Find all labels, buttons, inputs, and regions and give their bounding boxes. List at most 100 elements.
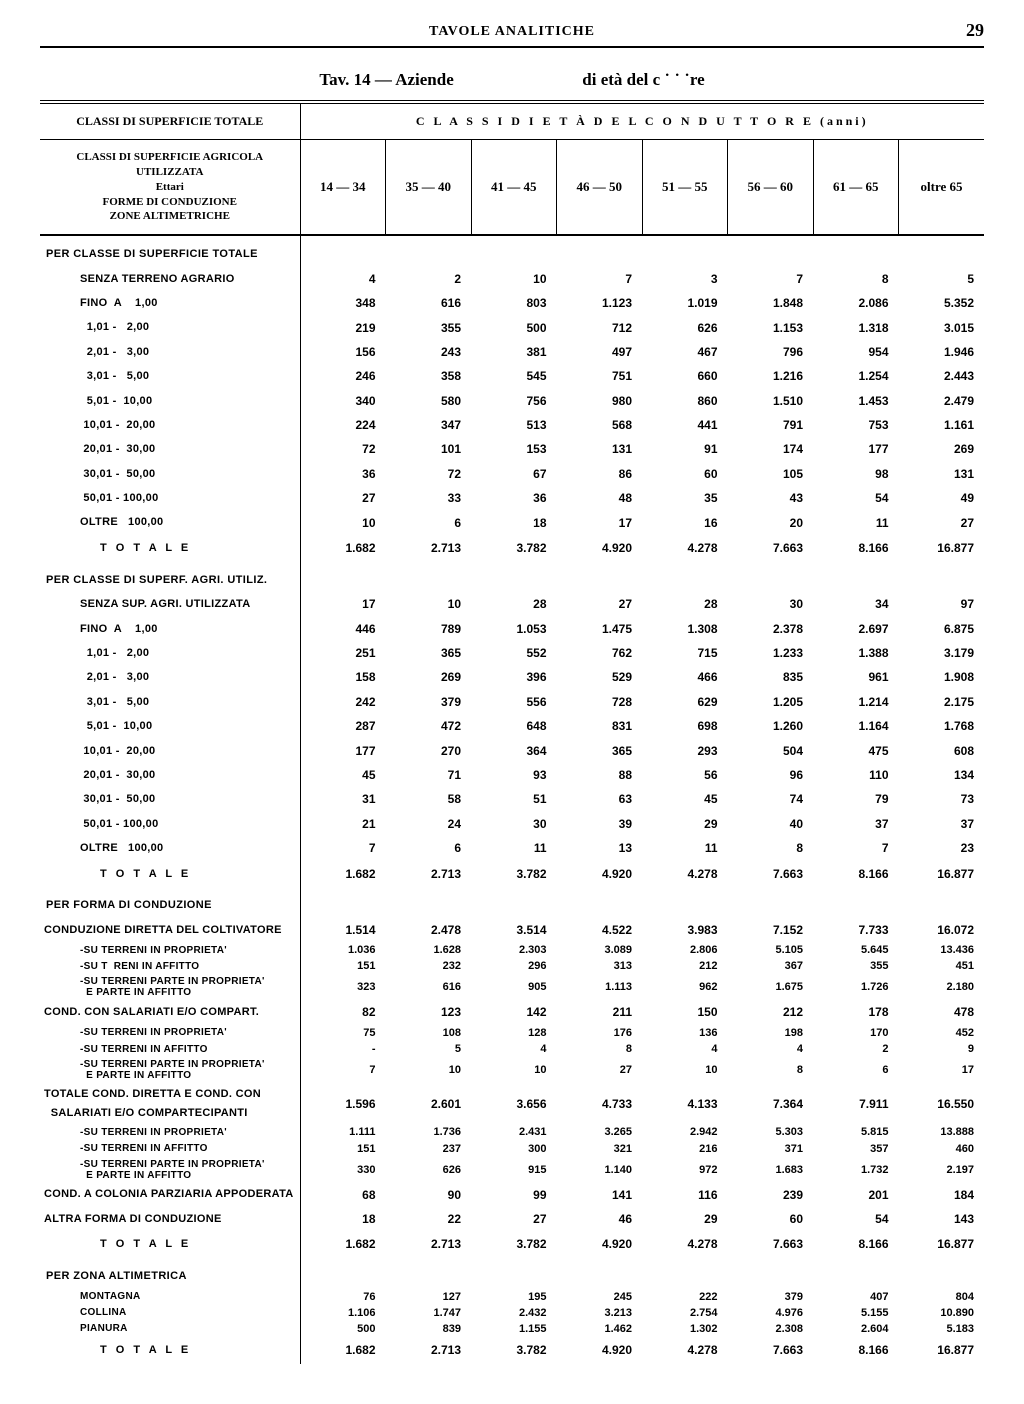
cell: 466 <box>642 665 728 689</box>
table-row: 20,01 - 30,007210115313191174177269 <box>40 437 984 461</box>
cell: 1.153 <box>728 316 814 340</box>
title-left: Tav. 14 — Aziende <box>319 70 453 89</box>
cell: 16.877 <box>899 861 985 888</box>
cell: 2.197 <box>899 1157 985 1183</box>
cell: 4.278 <box>642 1337 728 1364</box>
cell: 340 <box>300 389 386 413</box>
cell: 1.475 <box>557 617 643 641</box>
cell: 219 <box>300 316 386 340</box>
cell: 72 <box>386 462 472 486</box>
cell: 2.180 <box>899 974 985 1000</box>
age-col: 41 — 45 <box>471 140 557 236</box>
table-title: Tav. 14 — Aziende di età del c ˙ ˙ ˙re <box>40 70 984 90</box>
cell: 2.378 <box>728 617 814 641</box>
cell: 201 <box>813 1183 899 1207</box>
cell: 358 <box>386 364 472 388</box>
cell: 170 <box>813 1025 899 1041</box>
cell: 134 <box>899 763 985 787</box>
cell: 11 <box>813 511 899 535</box>
cell: 756 <box>471 389 557 413</box>
cell: 7.663 <box>728 1231 814 1258</box>
cell: 500 <box>300 1321 386 1337</box>
cell: 4 <box>471 1041 557 1057</box>
cell: 961 <box>813 665 899 689</box>
cell: 13.436 <box>899 942 985 958</box>
cell: 177 <box>813 437 899 461</box>
cell: 75 <box>300 1025 386 1041</box>
table-row: OLTRE 100,00106181716201127 <box>40 511 984 535</box>
table-row: -SU TERRENI IN AFFITTO-5484429 <box>40 1041 984 1057</box>
cell: 2.754 <box>642 1305 728 1321</box>
cell: 1.462 <box>557 1321 643 1337</box>
cell: 552 <box>471 641 557 665</box>
table-row: T O T A L E1.6822.7133.7824.9204.2787.66… <box>40 1231 984 1258</box>
cell: 153 <box>471 437 557 461</box>
age-col: 14 — 34 <box>300 140 386 236</box>
table-row: PER CLASSE DI SUPERFICIE TOTALE <box>40 235 984 267</box>
cell: 1.164 <box>813 714 899 738</box>
table-body: PER CLASSE DI SUPERFICIE TOTALESENZA TER… <box>40 235 984 1364</box>
cell: 11 <box>642 836 728 860</box>
cell: 4 <box>300 267 386 291</box>
cell: 1.675 <box>728 974 814 1000</box>
age-col: oltre 65 <box>899 140 985 236</box>
cell: 789 <box>386 617 472 641</box>
cell: 224 <box>300 413 386 437</box>
table-row: MONTAGNA76127195245222379407804 <box>40 1289 984 1305</box>
cell: 136 <box>642 1025 728 1041</box>
cell: 93 <box>471 763 557 787</box>
cell <box>813 887 899 918</box>
page-number: 29 <box>966 20 984 41</box>
cell: 4.278 <box>642 1231 728 1258</box>
cell: 1.946 <box>899 340 985 364</box>
cell: 296 <box>471 958 557 974</box>
table-row: PER FORMA DI CONDUZIONE <box>40 887 984 918</box>
cell: 8 <box>728 836 814 860</box>
cell: 660 <box>642 364 728 388</box>
cell <box>300 887 386 918</box>
cell: 35 <box>642 486 728 510</box>
cell: 45 <box>300 763 386 787</box>
cell: 10 <box>300 511 386 535</box>
cell: 212 <box>642 958 728 974</box>
cell: 2.713 <box>386 535 472 562</box>
data-table: CLASSI DI SUPERFICIE TOTALE C L A S S I … <box>40 104 984 1364</box>
cell: 3.015 <box>899 316 985 340</box>
row-label: 50,01 - 100,00 <box>40 486 300 510</box>
cell: 18 <box>471 511 557 535</box>
cell: 3.782 <box>471 861 557 888</box>
cell: 751 <box>557 364 643 388</box>
row-label: T O T A L E <box>40 1231 300 1258</box>
cell: 497 <box>557 340 643 364</box>
cell <box>813 1258 899 1289</box>
table-row: 3,01 - 5,002463585457516601.2161.2542.44… <box>40 364 984 388</box>
cell: 5.645 <box>813 942 899 958</box>
cell: 16.877 <box>899 1337 985 1364</box>
table-row: 50,01 - 100,002733364835435449 <box>40 486 984 510</box>
row-label: -SU TERRENI IN PROPRIETA' <box>40 1025 300 1041</box>
cell: 150 <box>642 1000 728 1024</box>
cell: 54 <box>813 1207 899 1231</box>
cell: 357 <box>813 1141 899 1157</box>
row-label: COND. A COLONIA PARZIARIA APPODERATA <box>40 1183 300 1207</box>
cell: 37 <box>813 812 899 836</box>
cell: 18 <box>300 1207 386 1231</box>
table-row: -SU TERRENI PARTE IN PROPRIETA' E PARTE … <box>40 974 984 1000</box>
table-row: 30,01 - 50,00367267866010598131 <box>40 462 984 486</box>
cell: 407 <box>813 1289 899 1305</box>
cell: 2.713 <box>386 1337 472 1364</box>
age-col: 51 — 55 <box>642 140 728 236</box>
cell: 128 <box>471 1025 557 1041</box>
cell: 16.877 <box>899 1231 985 1258</box>
cell: 451 <box>899 958 985 974</box>
cell: 1.726 <box>813 974 899 1000</box>
header-center: TAVOLE ANALITICHE <box>40 24 984 40</box>
cell: 1.514 <box>300 918 386 942</box>
cell: 13.888 <box>899 1124 985 1140</box>
cell: 4.920 <box>557 1231 643 1258</box>
cell <box>471 887 557 918</box>
cell: 803 <box>471 291 557 315</box>
row-label: 30,01 - 50,00 <box>40 787 300 811</box>
cell: 2 <box>386 267 472 291</box>
cell: 348 <box>300 291 386 315</box>
